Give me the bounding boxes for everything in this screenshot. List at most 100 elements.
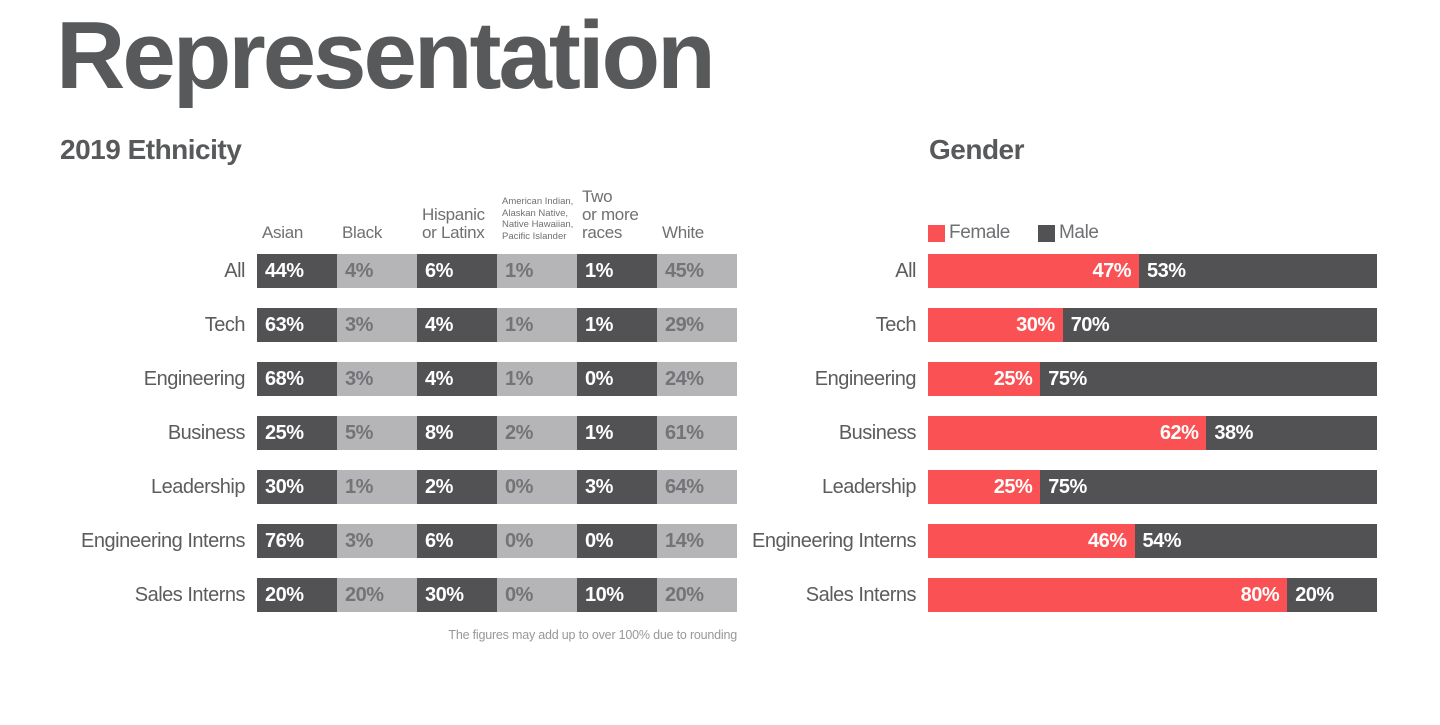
row-label: Engineering Interns xyxy=(81,530,245,552)
gender-row-engineering: Engineering 25% 75% xyxy=(680,362,1377,396)
cell-black: 3% xyxy=(337,524,417,558)
cell-asian: 20% xyxy=(257,578,337,612)
row-cells: 25% 5% 8% 2% 1% 61% xyxy=(257,416,737,450)
ethnicity-heading: 2019 Ethnicity xyxy=(60,134,242,165)
cell-native: 0% xyxy=(497,524,577,558)
row-cells: 76% 3% 6% 0% 0% 14% xyxy=(257,524,737,558)
female-segment: 47% xyxy=(928,254,1140,288)
gender-chart: All 47% 53% Tech 30% 70% Engineering 25%… xyxy=(680,254,1377,612)
stacked-bar: 80% 20% xyxy=(928,578,1377,612)
table-row-leadership: Leadership 30% 1% 2% 0% 3% 64% xyxy=(60,470,737,504)
cell-asian: 44% xyxy=(257,254,337,288)
cell-black: 3% xyxy=(337,308,417,342)
row-cells: 63% 3% 4% 1% 1% 29% xyxy=(257,308,737,342)
row-label: Engineering xyxy=(814,368,917,390)
cell-hispanic-latinx: 30% xyxy=(417,578,497,612)
cell-native: 2% xyxy=(497,416,577,450)
column-header-white: White xyxy=(662,222,704,242)
row-label: Leadership xyxy=(822,476,916,498)
cell-asian: 25% xyxy=(257,416,337,450)
stacked-bar: 62% 38% xyxy=(928,416,1377,450)
gender-row-engineering-interns: Engineering Interns 46% 54% xyxy=(680,524,1377,558)
table-row-engineering-interns: Engineering Interns 76% 3% 6% 0% 0% 14% xyxy=(60,524,737,558)
cell-black: 4% xyxy=(337,254,417,288)
cell-white: 64% xyxy=(657,470,737,504)
male-segment: 38% xyxy=(1206,416,1377,450)
cell-hispanic-latinx: 6% xyxy=(417,524,497,558)
cell-native: 0% xyxy=(497,470,577,504)
table-row-sales-interns: Sales Interns 20% 20% 30% 0% 10% 20% xyxy=(60,578,737,612)
row-label: All xyxy=(224,260,245,282)
row-label: Sales Interns xyxy=(805,584,917,606)
cell-two-or-more: 1% xyxy=(577,254,657,288)
row-cells: 44% 4% 6% 1% 1% 45% xyxy=(257,254,737,288)
cell-asian: 76% xyxy=(257,524,337,558)
cell-white: 24% xyxy=(657,362,737,396)
cell-hispanic-latinx: 2% xyxy=(417,470,497,504)
cell-two-or-more: 1% xyxy=(577,308,657,342)
male-segment: 75% xyxy=(1040,470,1377,504)
table-row-engineering: Engineering 68% 3% 4% 1% 0% 24% xyxy=(60,362,737,396)
ethnicity-table: All 44% 4% 6% 1% 1% 45% Tech 63% 3% 4% 1… xyxy=(60,254,737,612)
gender-row-leadership: Leadership 25% 75% xyxy=(680,470,1377,504)
row-label: Engineering Interns xyxy=(752,530,916,552)
table-row-all: All 44% 4% 6% 1% 1% 45% xyxy=(60,254,737,288)
stacked-bar: 47% 53% xyxy=(928,254,1377,288)
cell-black: 3% xyxy=(337,362,417,396)
cell-white: 61% xyxy=(657,416,737,450)
male-segment: 20% xyxy=(1287,578,1377,612)
gender-row-business: Business 62% 38% xyxy=(680,416,1377,450)
column-header-black: Black xyxy=(342,222,383,242)
female-segment: 25% xyxy=(928,362,1041,396)
row-label: Sales Interns xyxy=(134,584,246,606)
row-label: Leadership xyxy=(151,476,245,498)
gender-legend: Female Male xyxy=(928,222,1099,244)
row-label: Engineering xyxy=(143,368,246,390)
cell-hispanic-latinx: 8% xyxy=(417,416,497,450)
page-title: Representation xyxy=(56,2,716,109)
gender-heading: Gender xyxy=(929,134,1025,165)
cell-hispanic-latinx: 6% xyxy=(417,254,497,288)
cell-black: 20% xyxy=(337,578,417,612)
column-header-asian: Asian xyxy=(262,222,304,242)
rounding-footnote: The figures may add up to over 100% due … xyxy=(448,628,737,642)
cell-asian: 68% xyxy=(257,362,337,396)
female-segment: 46% xyxy=(928,524,1135,558)
row-label: Business xyxy=(167,422,246,444)
cell-native: 1% xyxy=(497,254,577,288)
female-segment: 30% xyxy=(928,308,1063,342)
female-segment: 62% xyxy=(928,416,1207,450)
row-label: Tech xyxy=(875,314,917,336)
stacked-bar: 25% 75% xyxy=(928,362,1377,396)
row-cells: 68% 3% 4% 1% 0% 24% xyxy=(257,362,737,396)
cell-two-or-more: 3% xyxy=(577,470,657,504)
stacked-bar: 46% 54% xyxy=(928,524,1377,558)
male-swatch-icon xyxy=(1037,224,1055,242)
cell-asian: 63% xyxy=(257,308,337,342)
cell-two-or-more: 0% xyxy=(577,362,657,396)
cell-two-or-more: 1% xyxy=(577,416,657,450)
female-segment: 80% xyxy=(928,578,1288,612)
cell-hispanic-latinx: 4% xyxy=(417,308,497,342)
cell-native: 1% xyxy=(497,308,577,342)
row-label: Tech xyxy=(204,314,246,336)
gender-row-tech: Tech 30% 70% xyxy=(680,308,1377,342)
column-header-native: American Indian, Alaskan Native, Native … xyxy=(502,196,574,242)
table-row-business: Business 25% 5% 8% 2% 1% 61% xyxy=(60,416,737,450)
cell-two-or-more: 10% xyxy=(577,578,657,612)
cell-black: 1% xyxy=(337,470,417,504)
gender-row-all: All 47% 53% xyxy=(680,254,1377,288)
cell-native: 1% xyxy=(497,362,577,396)
column-header-two-or-more: Two or more races xyxy=(582,186,639,242)
cell-two-or-more: 0% xyxy=(577,524,657,558)
table-row-tech: Tech 63% 3% 4% 1% 1% 29% xyxy=(60,308,737,342)
row-cells: 20% 20% 30% 0% 10% 20% xyxy=(257,578,737,612)
column-header-hispanic-latinx: Hispanic or Latinx xyxy=(422,204,485,242)
stacked-bar: 30% 70% xyxy=(928,308,1377,342)
ethnicity-column-headers: Asian Black Hispanic or Latinx American … xyxy=(257,180,737,243)
row-cells: 30% 1% 2% 0% 3% 64% xyxy=(257,470,737,504)
female-swatch-icon xyxy=(928,224,945,242)
male-segment: 53% xyxy=(1139,254,1377,288)
legend-label-female: Female xyxy=(949,222,1010,243)
